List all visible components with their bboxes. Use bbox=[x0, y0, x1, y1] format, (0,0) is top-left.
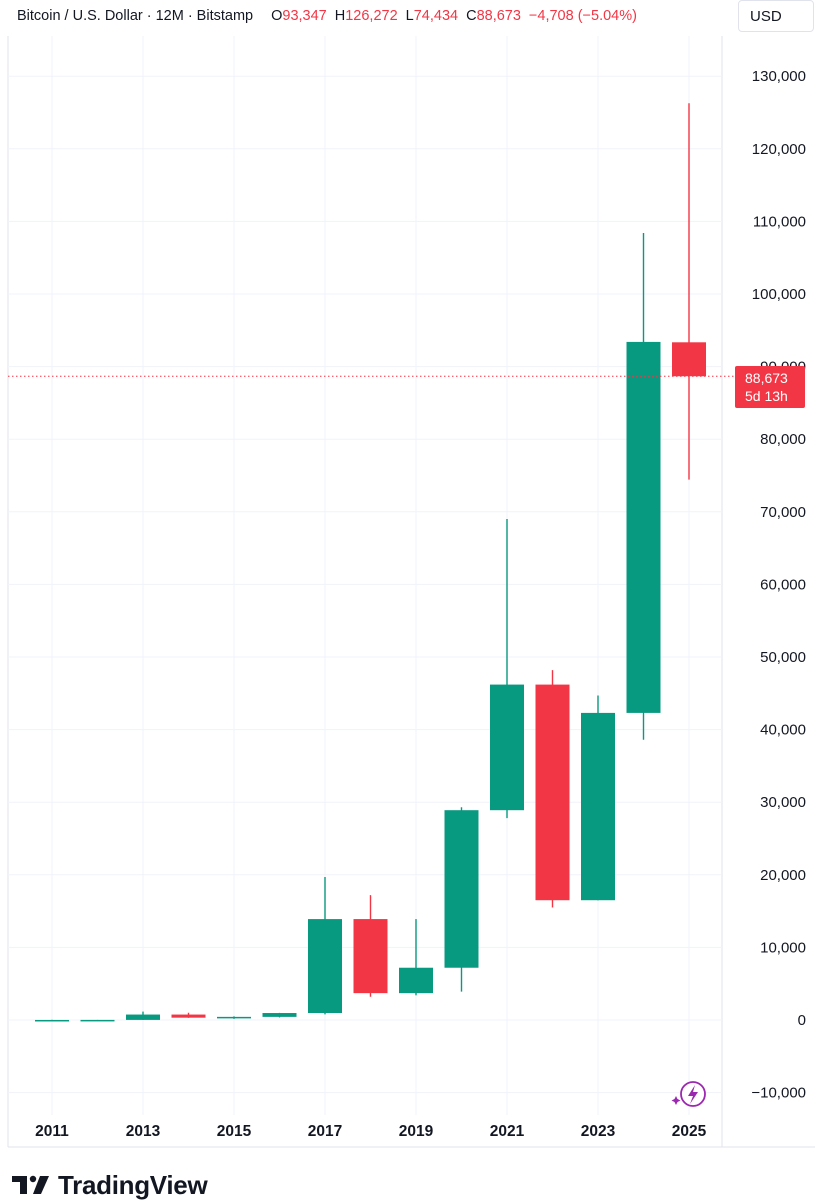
open-label: O bbox=[271, 8, 283, 24]
close-label: C bbox=[466, 8, 477, 24]
chart-legend: Bitcoin / U.S. Dollar · 12M · Bitstamp O… bbox=[17, 6, 637, 26]
y-tick-label: 80,000 bbox=[760, 431, 806, 448]
close-value: 88,673 bbox=[476, 8, 521, 24]
open-value: 93,347 bbox=[282, 8, 327, 24]
y-tick-label: 60,000 bbox=[760, 576, 806, 593]
candle-body bbox=[626, 341, 661, 713]
tradingview-brand[interactable]: TradingView bbox=[12, 1168, 208, 1202]
x-tick-label: 2015 bbox=[217, 1123, 252, 1140]
candlestick-chart[interactable]: −10,000 0 10,000 20,000 30,000 40,000 50,000 60… bbox=[0, 0, 827, 1160]
badge-sparkle bbox=[671, 1096, 681, 1105]
lightning-badge-icon[interactable] bbox=[671, 1081, 706, 1107]
x-tick-label: 2025 bbox=[672, 1123, 707, 1140]
x-tick-label: 2017 bbox=[308, 1123, 342, 1140]
y-tick-label: 50,000 bbox=[760, 649, 806, 666]
y-tick-label: 110,000 bbox=[753, 213, 806, 230]
candle-body bbox=[35, 1019, 69, 1022]
candle-body bbox=[399, 967, 433, 994]
y-tick-label: 30,000 bbox=[760, 794, 806, 811]
high-value: 126,272 bbox=[345, 8, 398, 24]
candle-body bbox=[490, 684, 524, 811]
y-tick-label: 70,000 bbox=[760, 504, 806, 521]
candle-body bbox=[171, 1014, 206, 1018]
x-tick-label: 2023 bbox=[581, 1123, 616, 1140]
y-tick-label: 0 bbox=[798, 1012, 806, 1029]
badge-bolt bbox=[688, 1085, 698, 1104]
y-tick-label: −10,000 bbox=[751, 1085, 806, 1102]
low-label: L bbox=[405, 8, 414, 24]
current-price-label: 88,673 5d 13h bbox=[735, 366, 805, 408]
candle-body bbox=[353, 919, 388, 994]
tradingview-logo-icon bbox=[12, 1175, 49, 1194]
candle-body bbox=[217, 1016, 251, 1019]
currency-button[interactable]: USD bbox=[738, 0, 814, 32]
y-tick-label: 20,000 bbox=[760, 867, 806, 884]
y-tick-label: 10,000 bbox=[760, 939, 806, 956]
candle-body bbox=[308, 919, 342, 1014]
candle-body bbox=[581, 712, 615, 901]
candle-body bbox=[535, 684, 570, 901]
candle-body bbox=[262, 1013, 297, 1017]
x-tick-label: 2013 bbox=[126, 1123, 161, 1140]
brand-name: TradingView bbox=[58, 1169, 208, 1200]
chart-area[interactable]: −10,000 0 10,000 20,000 30,000 40,000 50,000 60… bbox=[0, 0, 827, 1160]
candle-body bbox=[444, 810, 479, 968]
y-tick-label: 40,000 bbox=[760, 722, 806, 739]
symbol-title: Bitcoin / U.S. Dollar · 12M · Bitstamp bbox=[17, 8, 254, 24]
x-tick-label: 2019 bbox=[399, 1123, 434, 1140]
x-tick-label: 2021 bbox=[490, 1123, 525, 1140]
y-tick-label: 130,000 bbox=[752, 68, 806, 85]
candle-body bbox=[80, 1019, 115, 1022]
y-tick-label: 100,000 bbox=[752, 286, 806, 303]
candle-body bbox=[126, 1014, 160, 1020]
low-value: 74,434 bbox=[413, 8, 459, 24]
candle-body bbox=[672, 342, 706, 377]
bar-countdown: 5d 13h bbox=[745, 388, 788, 404]
y-tick-label: 120,000 bbox=[752, 141, 806, 158]
current-price-value: 88,673 bbox=[745, 370, 788, 386]
high-label: H bbox=[334, 8, 346, 24]
x-tick-label: 2011 bbox=[35, 1123, 69, 1140]
change-value: −4,708 (−5.04%) bbox=[528, 8, 637, 24]
